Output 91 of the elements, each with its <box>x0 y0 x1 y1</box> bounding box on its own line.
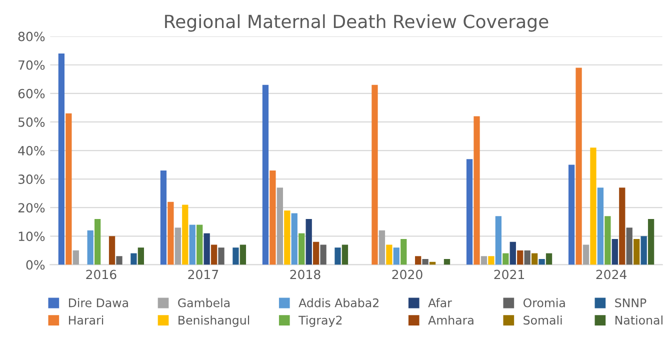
y-tick-label: 30% <box>18 174 45 184</box>
bar <box>546 253 552 265</box>
legend-label: Somali <box>524 315 562 325</box>
bar <box>210 244 218 265</box>
bar <box>204 233 210 265</box>
bar <box>87 230 94 265</box>
bar <box>232 248 239 265</box>
bar <box>626 228 632 265</box>
y-tick-label: 20% <box>18 203 45 213</box>
bar <box>66 113 72 265</box>
y-tick-label: 40% <box>18 146 45 156</box>
bar <box>160 170 167 265</box>
bar <box>590 148 596 265</box>
x-tick-label: 2020 <box>392 270 422 280</box>
bar <box>488 256 494 265</box>
bar <box>480 256 488 265</box>
bar <box>532 253 538 265</box>
bar <box>291 213 298 265</box>
bar <box>474 116 480 265</box>
bar <box>313 242 320 265</box>
bar <box>342 244 348 265</box>
bar <box>218 248 224 265</box>
y-tick-label: 0% <box>26 260 45 270</box>
legend-label: Harari <box>68 315 104 325</box>
y-tick-label: 70% <box>18 60 45 70</box>
bar <box>320 244 326 265</box>
bar <box>619 188 626 265</box>
legend-label: Afar <box>428 298 452 308</box>
bar <box>386 244 392 265</box>
x-tick-label: 2018 <box>290 270 320 280</box>
legend-label: Dire Dawa <box>68 298 128 308</box>
bar <box>466 159 473 265</box>
legend-label: Oromia <box>523 298 565 308</box>
bar <box>415 256 422 265</box>
legend-label: SNNP <box>615 298 646 308</box>
chart-title: Regional Maternal Death Review Coverage <box>165 14 548 32</box>
bar <box>393 248 400 265</box>
x-tick-label: 2021 <box>494 270 524 280</box>
bar <box>58 53 65 265</box>
bar <box>524 250 530 265</box>
bar <box>284 210 290 265</box>
bar <box>372 84 378 265</box>
bar <box>298 233 305 265</box>
bar <box>130 253 137 265</box>
legend-label: Tigray2 <box>298 315 342 327</box>
bar <box>94 219 101 265</box>
bar <box>400 239 407 265</box>
y-tick-label: 60% <box>18 88 45 98</box>
bar <box>517 250 524 265</box>
bar <box>495 216 502 265</box>
bar <box>108 236 116 265</box>
bar <box>538 258 545 265</box>
bar <box>189 224 196 265</box>
bar <box>502 253 509 265</box>
bar <box>510 242 516 265</box>
bar <box>168 202 174 265</box>
legend-label: Amhara <box>428 315 474 325</box>
bar <box>240 244 246 265</box>
bar <box>196 224 203 265</box>
bar <box>648 219 654 265</box>
bar <box>612 239 618 265</box>
bar <box>576 68 582 265</box>
bar <box>422 258 428 265</box>
bar <box>378 230 386 265</box>
bar <box>306 219 312 265</box>
bar <box>444 258 450 265</box>
y-tick-label: 80% <box>18 32 45 42</box>
x-tick-label: 2017 <box>188 270 218 280</box>
legend-label: Benishangul <box>178 315 250 327</box>
bar <box>334 248 341 265</box>
bar <box>640 236 647 265</box>
bar <box>116 256 122 265</box>
bar <box>182 204 188 265</box>
bar <box>634 239 640 265</box>
bar <box>270 170 276 265</box>
legend-label: Gambela <box>178 298 230 308</box>
bar <box>604 216 611 265</box>
bar <box>582 244 590 265</box>
legend-label: National <box>616 315 662 325</box>
bar <box>262 84 269 265</box>
bar <box>276 188 284 265</box>
bar <box>597 188 604 265</box>
x-tick-label: 2016 <box>86 270 116 280</box>
y-tick-label: 50% <box>18 117 45 127</box>
bar <box>568 164 575 265</box>
bar <box>174 228 181 265</box>
x-tick-label: 2024 <box>596 270 627 280</box>
y-tick-label: 10% <box>18 232 45 242</box>
bar <box>72 250 79 265</box>
legend-label: Addis Ababa2 <box>298 298 378 308</box>
bar <box>138 248 144 265</box>
